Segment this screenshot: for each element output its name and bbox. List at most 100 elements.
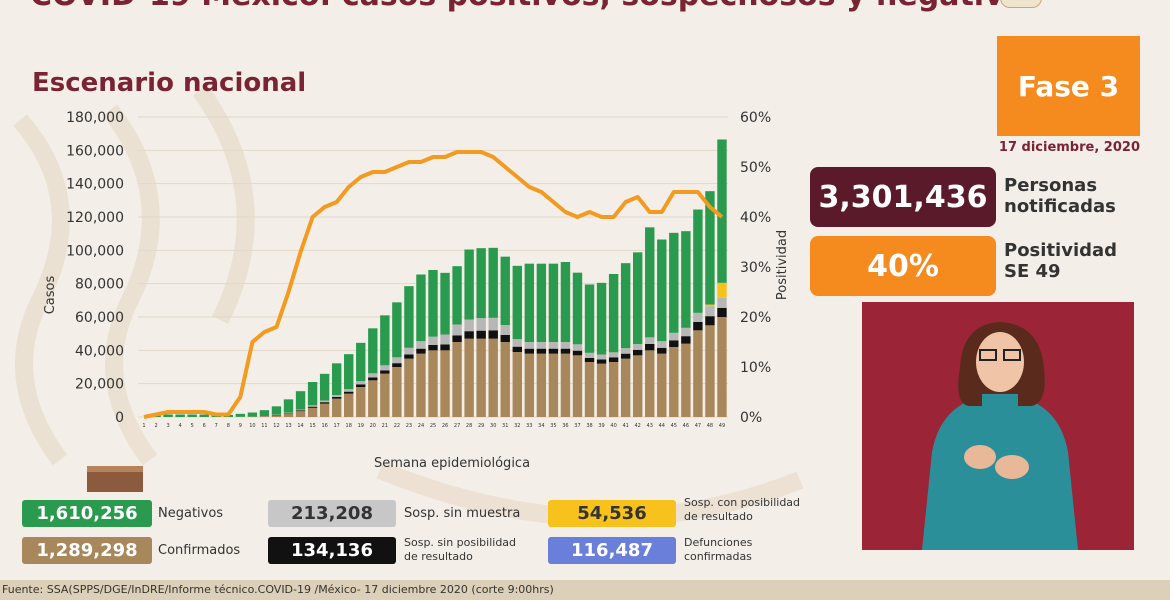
bar-segment (560, 348, 571, 354)
x-tick-label: 6 (203, 423, 206, 429)
with-result-value-box: 54,536 (548, 500, 676, 527)
bar-segment (295, 391, 306, 410)
bar-segment (536, 348, 547, 354)
bar-segment (657, 341, 667, 348)
no-result-label-line2: de resultado (404, 550, 473, 563)
bar-segment (681, 327, 691, 337)
bar-segment (669, 340, 679, 347)
bar-segment (560, 342, 571, 349)
interpreter-figure (922, 322, 1078, 550)
x-tick-label: 35 (550, 423, 556, 429)
bar-segment (693, 330, 703, 417)
y-tick-label: 100,000 (66, 243, 124, 259)
notified-count-box: 3,301,436 (810, 167, 996, 227)
bar-segment (476, 248, 486, 319)
government-logo (1000, 0, 1042, 8)
bar-segment (645, 344, 655, 351)
bar-segment (584, 362, 595, 417)
bar-segment (331, 395, 342, 397)
bar-segment (512, 339, 522, 347)
bar-segment (416, 274, 426, 342)
bar-segment (717, 317, 727, 417)
bar-segment (632, 355, 643, 417)
y-axis-ticks: 0 20,000 40,000 60,000 80,000 100,000 120,000 1… (66, 110, 124, 426)
positivity-line (143, 150, 724, 419)
x-tick-label: 11 (261, 423, 267, 429)
bar-segment (584, 357, 595, 362)
bar-segment (488, 338, 498, 417)
bar-segment (392, 357, 402, 364)
x-tick-label: 36 (562, 423, 568, 429)
bar-segment (440, 350, 450, 417)
y2-tick-label: 10% (740, 360, 771, 376)
bar-segment (295, 411, 306, 417)
x-tick-label: 10 (249, 423, 255, 429)
bar-segment (645, 337, 655, 344)
bar-segment (608, 352, 619, 358)
x-tick-label: 42 (635, 423, 641, 429)
government-emblem (87, 466, 143, 492)
bar-segment (536, 263, 547, 342)
bar-segment (669, 332, 679, 341)
bar-segment (488, 247, 498, 318)
bar-segment (693, 312, 703, 322)
bar-segment (536, 342, 547, 349)
bar-segment (247, 412, 258, 417)
bar-segment (464, 319, 474, 332)
x-tick-label: 19 (358, 423, 364, 429)
bar-segment (295, 410, 306, 412)
bar-segment (524, 263, 535, 342)
bar-segment (560, 262, 571, 342)
bar-segment (500, 325, 510, 335)
bar-segment (295, 409, 306, 411)
bar-segment (440, 344, 450, 351)
bar-segment (380, 370, 390, 374)
y2-axis-label: Positividad (775, 230, 790, 300)
bar-segment (331, 398, 342, 417)
bar-segment (428, 336, 438, 345)
bar-segment (681, 231, 691, 328)
bar-segment (404, 347, 414, 355)
x-tick-label: 27 (454, 423, 460, 429)
y-tick-label: 80,000 (75, 277, 124, 293)
y2-tick-label: 30% (740, 260, 771, 276)
bar-segment (331, 363, 342, 395)
bar-segment (283, 412, 294, 414)
no-result-value-box: 134,136 (268, 537, 396, 564)
x-tick-label: 28 (466, 423, 472, 429)
bar-segment (717, 297, 727, 308)
x-tick-label: 23 (406, 423, 412, 429)
notified-label-line1: Personas (1004, 175, 1098, 196)
chart-bars (151, 139, 727, 417)
bar-segment (669, 347, 679, 417)
sign-language-interpreter-video (862, 302, 1134, 550)
bar-segment (620, 358, 631, 417)
x-tick-label: 47 (695, 423, 701, 429)
bar-segment (319, 400, 330, 403)
bar-segment (548, 263, 559, 342)
no-result-label: Sosp. sin posibilidad de resultado (404, 536, 516, 564)
bar-segment (283, 399, 294, 413)
notified-label: Personas notificadas (1004, 175, 1116, 217)
bar-segment (693, 322, 703, 331)
bar-segment (235, 413, 246, 417)
bar-segment (368, 373, 378, 378)
bar-segment (440, 272, 450, 335)
bar-segment (356, 384, 366, 387)
bar-segment (488, 317, 498, 331)
bar-segment (596, 359, 607, 364)
bar-segment (681, 336, 691, 344)
bar-segment (356, 342, 366, 382)
bar-segment (319, 402, 330, 404)
with-result-label: Sosp. con posibilidad de resultado (684, 496, 800, 524)
y-tick-label: 0 (115, 410, 124, 426)
bar-segment (645, 227, 655, 338)
bar-segment (512, 265, 522, 340)
deaths-label: Defunciones confirmadas (684, 536, 752, 564)
page-title: COVID-19 México: casos positivos, sospec… (30, 0, 1042, 13)
bar-segment (416, 341, 426, 349)
bar-segment (380, 315, 390, 366)
bar-segment (476, 338, 486, 417)
positivity-label-line2: SE 49 (1004, 261, 1061, 282)
deaths-value-box: 116,487 (548, 537, 676, 564)
